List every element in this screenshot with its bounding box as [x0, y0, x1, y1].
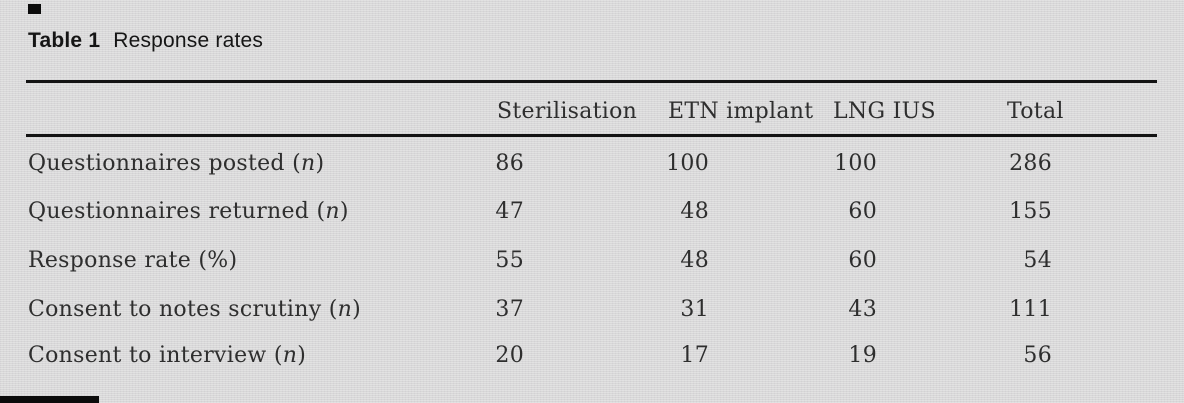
row-label: Consent to notes scrutiny (n): [28, 297, 361, 322]
row-label-variable: n: [337, 297, 353, 322]
row-label-variable: n: [300, 151, 316, 176]
column-header-etn-implant: ETN implant: [668, 99, 814, 124]
cell-posted-etn-implant: 100: [666, 151, 709, 176]
cell-rate-sterilisation: 55: [495, 248, 524, 273]
table-row-consent-notes-scrutiny: Consent to notes scrutiny (n) 37 31 43 1…: [0, 297, 1184, 327]
cell-returned-sterilisation: 47: [495, 199, 524, 224]
scan-artifact-bottom-left: [0, 396, 99, 403]
row-label: Response rate (%): [28, 248, 237, 273]
row-label-variable: n: [325, 199, 340, 224]
table-top-rule: [26, 80, 1157, 83]
cell-posted-sterilisation: 86: [495, 151, 524, 176]
cell-posted-total: 286: [1009, 151, 1052, 176]
column-header-total: Total: [1007, 99, 1064, 124]
table-title-text: Response rates: [113, 29, 264, 52]
row-label-text: Questionnaires returned (: [28, 199, 326, 224]
table-row-questionnaires-returned: Questionnaires returned (n) 47 48 60 155: [0, 199, 1184, 229]
row-label-close: ): [228, 248, 238, 273]
cell-returned-lng-ius: 60: [848, 199, 877, 224]
table-row-response-rate: Response rate (%) 55 48 60 54: [0, 248, 1184, 278]
table-header-row: Sterilisation ETN implant LNG IUS Total: [0, 99, 1184, 129]
row-label: Questionnaires posted (n): [28, 151, 324, 176]
row-label-text: Consent to interview (: [28, 343, 283, 368]
row-label-close: ): [352, 297, 362, 322]
row-label-text: Response rate (: [28, 248, 208, 273]
table-row-consent-interview: Consent to interview (n) 20 17 19 56: [0, 343, 1184, 373]
table-header-rule: [26, 134, 1157, 137]
cell-returned-etn-implant: 48: [680, 199, 709, 224]
cell-rate-total: 54: [1023, 248, 1052, 273]
column-header-lng-ius: LNG IUS: [833, 99, 936, 124]
row-label: Questionnaires returned (n): [28, 199, 349, 224]
cell-rate-lng-ius: 60: [848, 248, 877, 273]
cell-scrutiny-sterilisation: 37: [495, 297, 524, 322]
cell-rate-etn-implant: 48: [680, 248, 709, 273]
cell-scrutiny-lng-ius: 43: [848, 297, 877, 322]
table-number-label: Table 1: [28, 29, 101, 52]
row-label-text: Questionnaires posted (: [28, 151, 301, 176]
column-header-sterilisation: Sterilisation: [497, 99, 638, 124]
cell-scrutiny-etn-implant: 31: [680, 297, 709, 322]
row-label-variable: n: [282, 343, 298, 368]
row-label: Consent to interview (n): [28, 343, 306, 368]
table-caption: Table 1 Response rates: [28, 29, 263, 53]
row-label-close: ): [339, 199, 349, 224]
row-label-variable: %: [207, 248, 229, 273]
cell-scrutiny-total: 111: [1009, 297, 1052, 322]
scan-artifact-top-left: [28, 4, 41, 14]
cell-interview-lng-ius: 19: [848, 343, 877, 368]
cell-returned-total: 155: [1009, 199, 1052, 224]
cell-posted-lng-ius: 100: [834, 151, 877, 176]
cell-interview-total: 56: [1023, 343, 1052, 368]
row-label-text: Consent to notes scrutiny (: [28, 297, 338, 322]
cell-interview-etn-implant: 17: [680, 343, 709, 368]
row-label-close: ): [315, 151, 325, 176]
row-label-close: ): [297, 343, 307, 368]
cell-interview-sterilisation: 20: [495, 343, 524, 368]
table-row-questionnaires-posted: Questionnaires posted (n) 86 100 100 286: [0, 151, 1184, 181]
